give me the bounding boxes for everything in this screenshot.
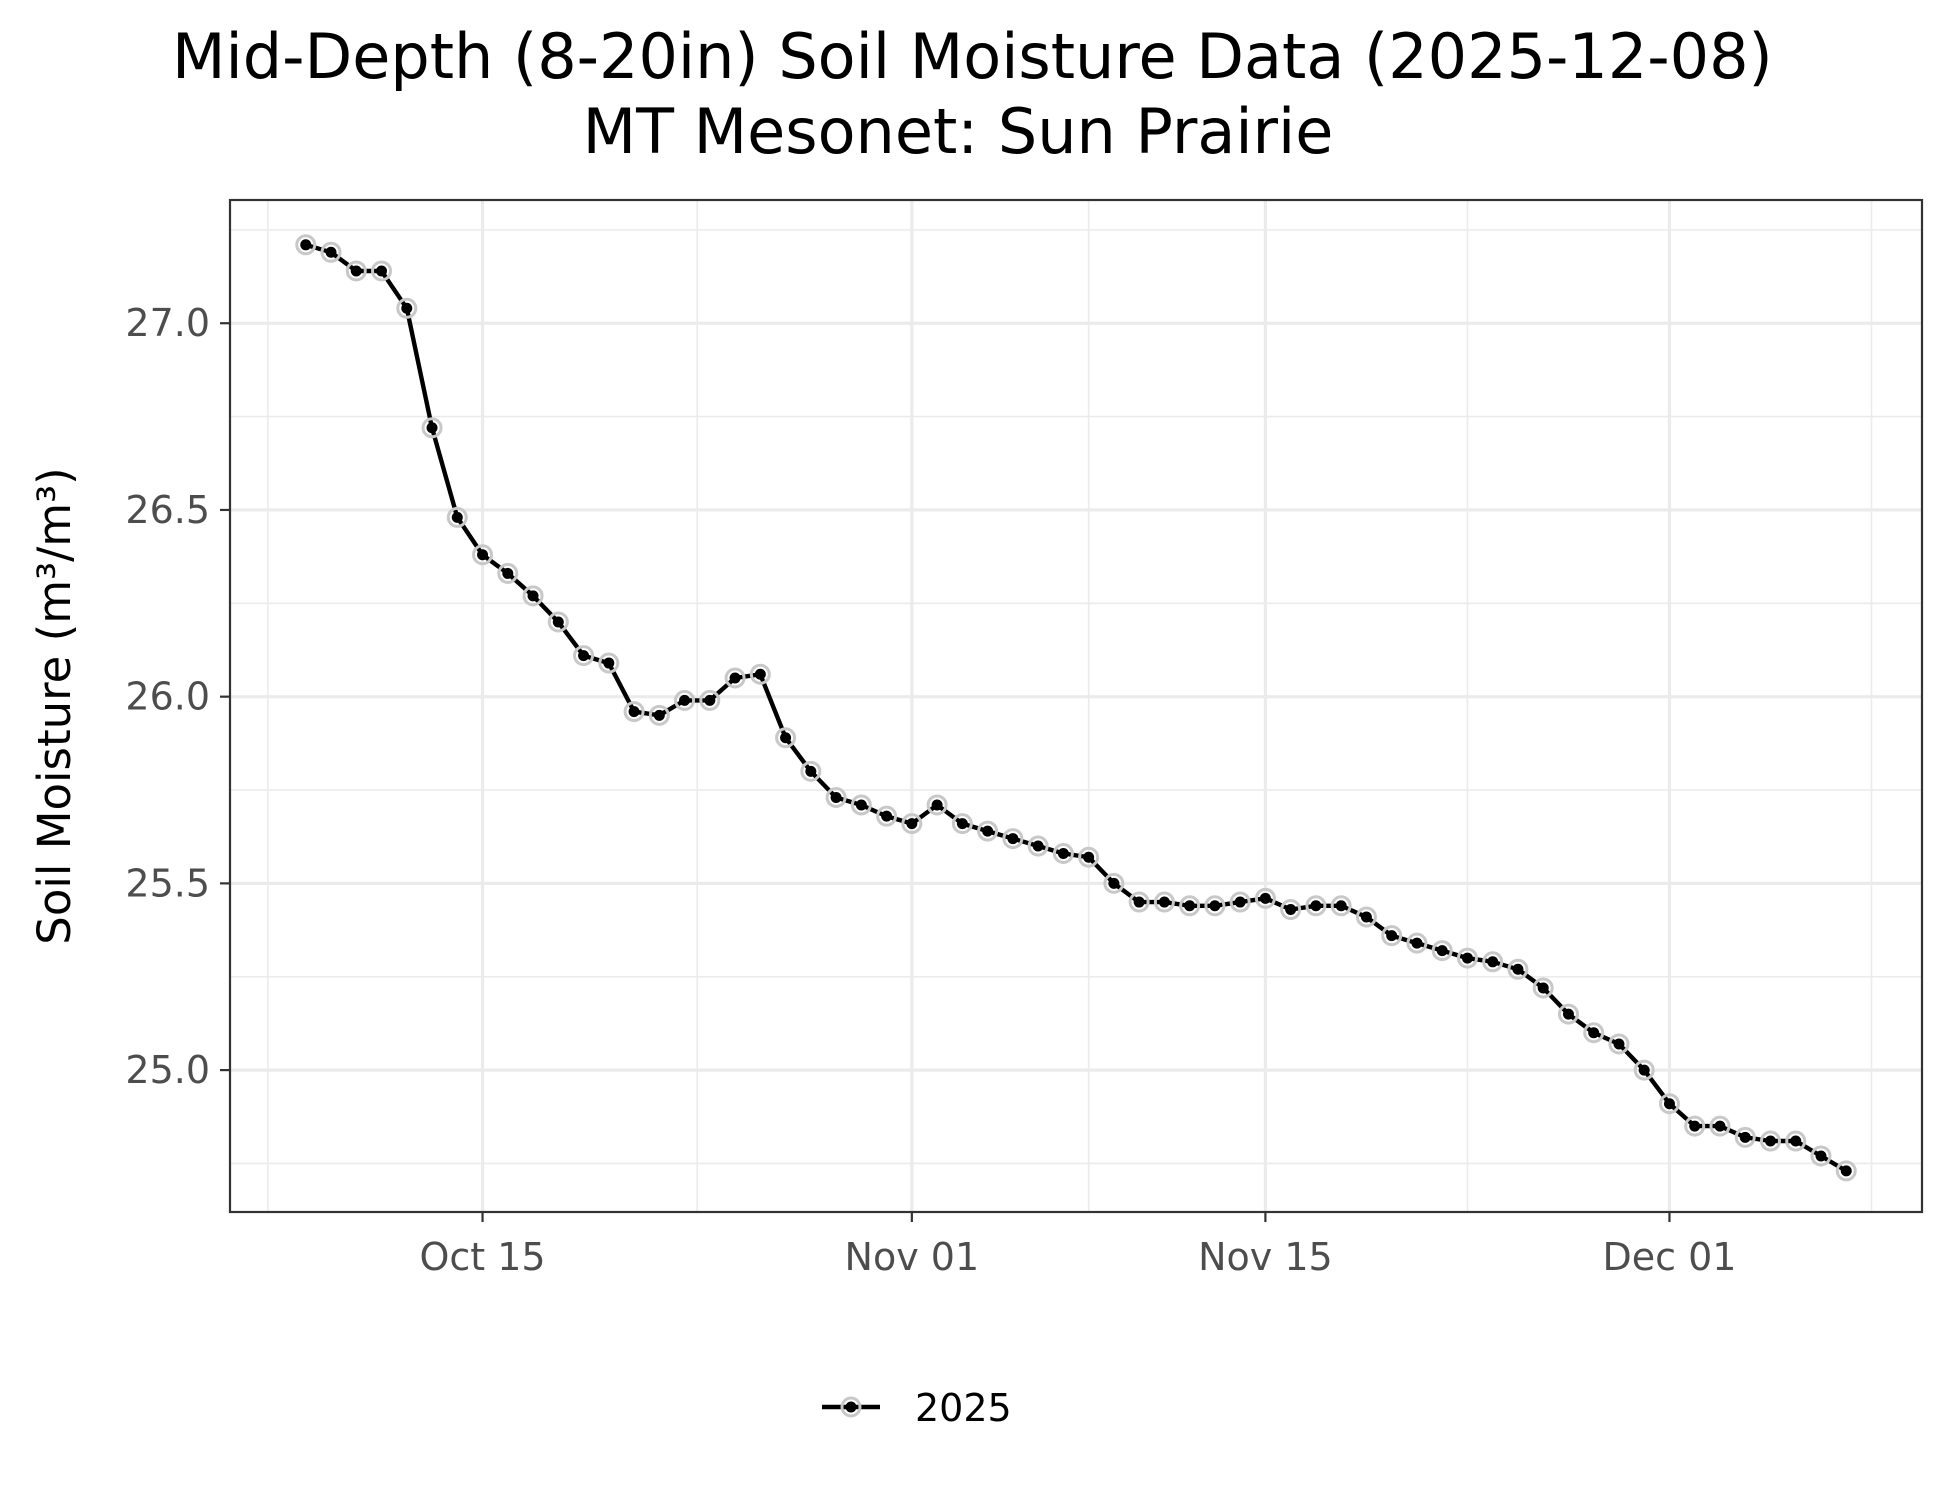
data-point [1134, 897, 1145, 908]
x-axis: Oct 15 Nov 01 Nov 15 Dec 01 [419, 1212, 1736, 1279]
data-point [1588, 1027, 1599, 1038]
data-point [1260, 893, 1271, 904]
data-point [477, 549, 488, 560]
data-point [730, 672, 741, 683]
y-tick-label: 25.0 [125, 1048, 210, 1092]
data-point [1159, 897, 1170, 908]
data-point [1538, 982, 1549, 993]
data-point [1689, 1121, 1700, 1132]
data-point [906, 818, 917, 829]
data-point [376, 265, 387, 276]
data-point [957, 818, 968, 829]
y-tick-label: 26.5 [125, 488, 210, 532]
data-point [300, 239, 311, 250]
data-point [1361, 911, 1372, 922]
data-point [755, 669, 766, 680]
legend-key-point [846, 1402, 857, 1413]
data-point [1462, 953, 1473, 964]
data-point [1411, 938, 1422, 949]
data-point [401, 303, 412, 314]
data-point [1487, 956, 1498, 967]
data-point [1386, 930, 1397, 941]
y-axis-title: Soil Moisture (m³/m³) [28, 467, 81, 944]
y-tick-label: 26.0 [125, 675, 210, 719]
data-point [603, 658, 614, 669]
data-point [1765, 1136, 1776, 1147]
data-point [1639, 1065, 1650, 1076]
data-point [932, 799, 943, 810]
data-point [1563, 1009, 1574, 1020]
x-tick-label: Oct 15 [419, 1235, 545, 1279]
data-point [1664, 1098, 1675, 1109]
chart-title: Mid-Depth (8-20in) Soil Moisture Data (2… [172, 20, 1773, 93]
data-point [351, 265, 362, 276]
data-point [1336, 900, 1347, 911]
data-point [1714, 1121, 1725, 1132]
y-tick-label: 27.0 [125, 301, 210, 345]
chart-subtitle: MT Mesonet: Sun Prairie [583, 95, 1334, 168]
legend-entry-2025: 2025 [915, 1386, 1012, 1430]
data-point [1108, 878, 1119, 889]
x-tick-label: Dec 01 [1602, 1235, 1736, 1279]
data-point [1512, 964, 1523, 975]
data-point [679, 695, 690, 706]
data-point [1790, 1136, 1801, 1147]
data-point [578, 650, 589, 661]
data-point [881, 811, 892, 822]
data-point [553, 616, 564, 627]
data-point [1437, 945, 1448, 956]
data-point [1184, 900, 1195, 911]
data-point [1058, 848, 1069, 859]
data-point [528, 590, 539, 601]
data-point [1841, 1165, 1852, 1176]
data-point [1033, 841, 1044, 852]
data-point [982, 826, 993, 837]
data-point [1740, 1132, 1751, 1143]
data-point [1209, 900, 1220, 911]
data-point [654, 710, 665, 721]
data-point [1285, 904, 1296, 915]
data-point [629, 706, 640, 717]
data-point [1007, 833, 1018, 844]
data-point [1235, 897, 1246, 908]
legend: 2025 [822, 1386, 1012, 1430]
data-point [1083, 852, 1094, 863]
data-point [1310, 900, 1321, 911]
data-point [452, 512, 463, 523]
data-point [831, 792, 842, 803]
data-point [704, 695, 715, 706]
data-point [502, 568, 513, 579]
y-tick-label: 25.5 [125, 861, 210, 905]
data-point [805, 766, 816, 777]
data-point [326, 247, 337, 258]
data-point [856, 799, 867, 810]
data-point [780, 732, 791, 743]
y-axis: 25.0 25.5 26.0 26.5 27.0 [125, 301, 230, 1092]
x-tick-label: Nov 15 [1198, 1235, 1333, 1279]
data-point [1613, 1038, 1624, 1049]
data-point [427, 422, 438, 433]
data-point [1815, 1150, 1826, 1161]
x-tick-label: Nov 01 [845, 1235, 980, 1279]
